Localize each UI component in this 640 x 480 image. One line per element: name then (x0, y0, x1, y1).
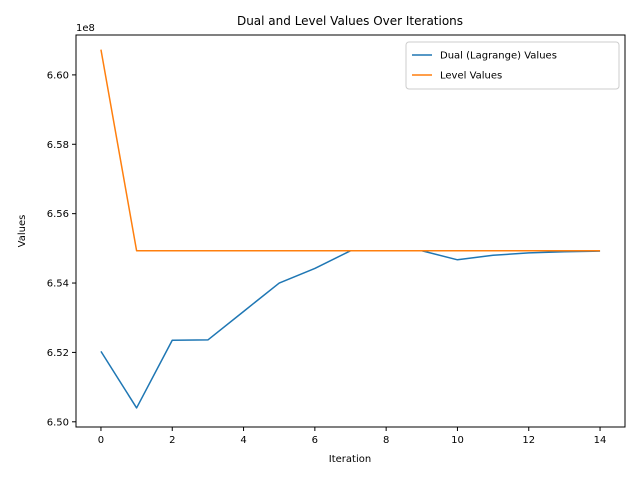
y-tick-label: 6.50 (47, 417, 69, 428)
y-tick-label: 6.56 (47, 209, 69, 220)
plot-frame (75, 34, 626, 428)
series-line-0 (100, 250, 601, 409)
legend: Dual (Lagrange) Values Level Values (405, 41, 620, 90)
y-axis-label: Values (17, 215, 28, 248)
chart-title: Dual and Level Values Over Iterations (237, 14, 463, 28)
x-axis-ticks: 0 2 4 6 8 10 12 14 (98, 427, 607, 446)
x-tick-label: 6 (312, 435, 318, 446)
y-tick-label: 6.54 (47, 279, 69, 290)
x-tick-label: 10 (451, 435, 464, 446)
y-axis-offset-label: 1e8 (76, 23, 95, 34)
x-tick-label: 8 (383, 435, 389, 446)
x-tick-label: 12 (522, 435, 535, 446)
y-tick-label: 6.52 (47, 348, 69, 359)
legend-label-0: Dual (Lagrange) Values (440, 51, 557, 62)
y-tick-label: 6.60 (47, 70, 69, 81)
x-tick-label: 0 (98, 435, 104, 446)
x-tick-label: 14 (594, 435, 607, 446)
series-lines (100, 49, 601, 409)
x-tick-label: 4 (240, 435, 246, 446)
y-axis-ticks: 6.50 6.52 6.54 6.56 6.58 6.60 (47, 70, 76, 428)
y-tick-label: 6.58 (47, 140, 69, 151)
series-line-1 (100, 49, 601, 252)
legend-label-1: Level Values (440, 71, 502, 82)
legend-box (405, 41, 620, 90)
x-axis-label: Iteration (329, 454, 371, 465)
x-tick-label: 2 (169, 435, 175, 446)
